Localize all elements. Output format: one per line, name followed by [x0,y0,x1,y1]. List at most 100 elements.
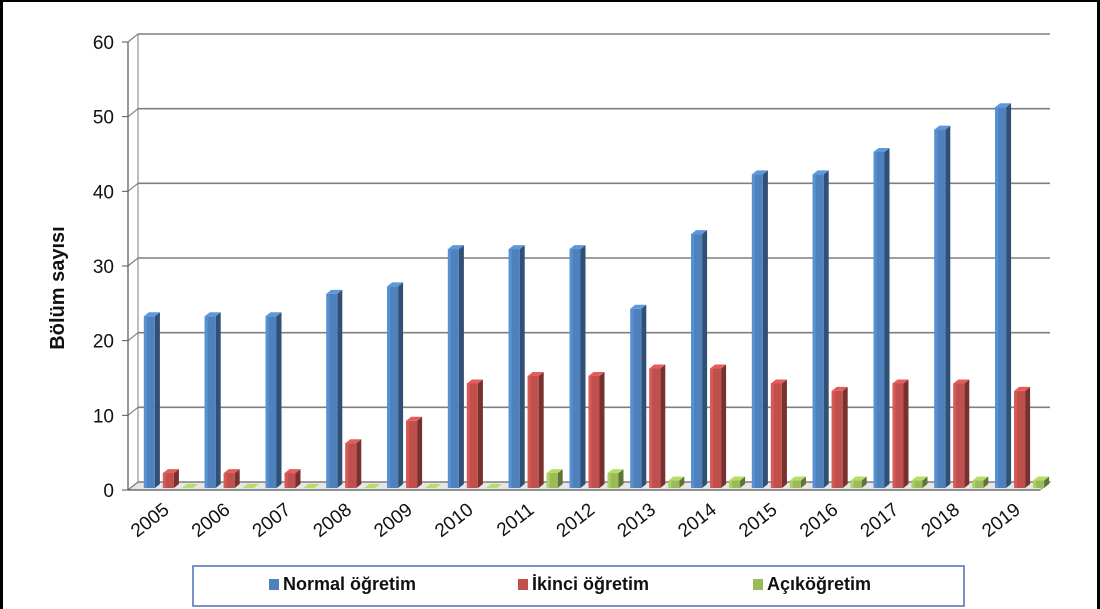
bar [162,469,179,488]
bar-side [1006,103,1012,488]
bar [1014,386,1031,488]
legend-label: Açıköğretim [767,574,871,594]
bar-side [800,476,806,488]
bar-front [691,234,703,488]
bar-top [181,484,198,488]
bar-side [337,289,343,488]
bar-top [789,476,806,481]
y-tick-labels: 0 10 20 30 40 50 60 [93,33,114,502]
bar-highlight [607,473,611,488]
bar-highlight [934,129,938,488]
bar-highlight [588,376,592,488]
bar-front [162,473,174,488]
bar [873,148,890,488]
bar-highlight [569,249,573,488]
bar-highlight [345,443,349,488]
x-tick-label: 2015 [735,499,781,542]
bar-highlight [972,480,976,488]
bar-side [1044,476,1050,488]
bar-side [458,245,464,488]
bar-top [345,439,362,444]
bar-front [284,473,296,488]
bar-front [934,129,946,488]
bar-side [234,469,240,488]
x-tick-label: 2005 [127,499,173,542]
gridline-depth [127,182,139,192]
bar-top [508,245,525,250]
bar [569,245,586,488]
bar-side [740,476,746,488]
bar [588,372,605,488]
bar [649,364,666,488]
x-tick-label: 2010 [431,499,477,542]
bar-side [599,372,605,488]
bar-side [660,364,666,488]
bar-top [326,289,343,294]
bar [143,312,160,488]
bar [831,386,848,488]
bar [729,476,746,488]
bar-side [702,230,708,488]
bar-side [721,364,727,488]
bar-top [691,230,708,235]
bar-highlight [789,480,793,488]
bar-highlight [466,383,470,488]
x-tick-label: 2008 [310,499,356,542]
bar-top [527,372,544,376]
bar-front [812,174,824,488]
bar-top [447,245,464,250]
bar-front [892,383,904,488]
bar-top [162,469,179,474]
bar-top [588,372,605,376]
bar-top [1033,476,1050,481]
x-tick-label: 2007 [249,499,295,542]
bar-side [964,379,970,488]
bar-top [1014,386,1031,391]
bar-top [892,379,909,384]
bar-top [265,312,282,317]
gridline-depth [127,481,139,491]
bar-highlight [447,249,451,488]
bar-front [223,473,235,488]
bar [546,469,563,488]
legend-swatch [518,579,528,590]
bar-front [527,376,539,488]
bar-side [983,476,989,488]
bar-front [143,316,155,488]
bar-top [873,148,890,152]
bar-highlight [326,293,330,488]
bar-highlight [387,286,391,488]
bar-front [326,293,338,488]
bar [326,289,343,488]
bar-front [387,286,399,488]
bar-side [173,469,179,488]
bar [284,469,301,488]
bar [953,379,970,488]
bar-side [398,282,404,488]
bar-top [770,379,787,384]
bar-side [945,125,951,488]
bar-front [607,473,619,488]
bar-top [425,484,442,488]
bar-side [679,476,685,488]
bar-side [519,245,525,488]
bar-front [789,480,801,488]
bar-top [303,484,320,488]
bar-top [710,364,727,369]
bar-highlight [911,480,915,488]
bar-side [641,304,647,488]
bar-side [276,312,282,488]
y-tick-label: 30 [93,257,114,278]
bars [143,103,1050,488]
gridline-depth [127,257,139,267]
bar-front [265,316,277,488]
bar-front [668,480,680,488]
y-tick-label: 20 [93,332,114,353]
bar-side [903,379,909,488]
y-tick-label: 60 [93,33,114,54]
y-tick-label: 50 [93,108,114,129]
bar-top [406,416,423,421]
bar-top [466,379,483,384]
bar-front [911,480,923,488]
bar [995,103,1012,488]
